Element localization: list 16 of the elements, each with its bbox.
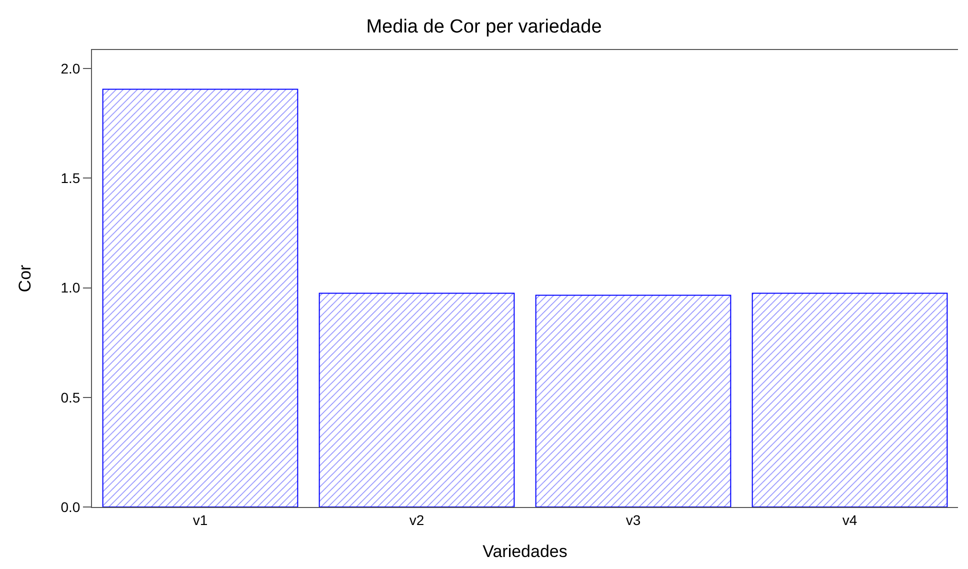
bar	[102, 88, 298, 507]
x-tick-label: v3	[626, 512, 641, 528]
x-axis-title: Variedades	[482, 542, 568, 562]
y-axis-title: Cor	[15, 264, 34, 292]
y-tick-label: 0.0	[60, 498, 80, 515]
bar	[318, 292, 515, 507]
bar	[535, 294, 732, 507]
x-tick-label: v4	[842, 512, 858, 528]
bar	[752, 292, 948, 507]
y-tick-label: 1.5	[60, 170, 80, 186]
y-tick-label: 1.0	[60, 280, 80, 296]
x-tick-label: v2	[409, 512, 424, 528]
y-tick-label: 2.0	[60, 60, 80, 77]
y-tick-label: 0.5	[60, 389, 80, 406]
x-tick-label: v1	[192, 512, 208, 528]
chart-title: Media de Cor per variedade	[366, 16, 602, 38]
